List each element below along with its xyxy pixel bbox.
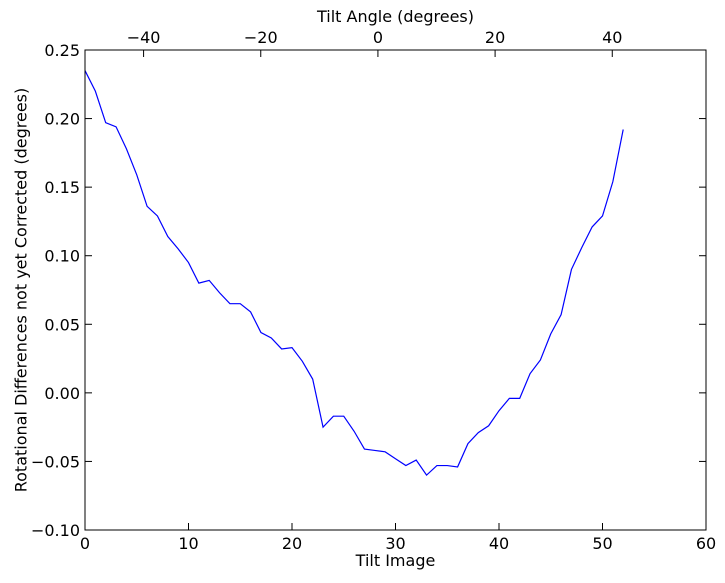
data-series-line [84,70,624,477]
y-tick-label: 0.15 [44,178,80,197]
top-x-axis-label: Tilt Angle (degrees) [316,7,474,26]
x-tick-label: 0 [80,534,90,553]
top-x-tick-label: −40 [127,28,161,47]
bottom-x-axis-ticks: 0 10 20 30 40 50 60 [80,523,716,553]
y-tick-label: 0.05 [44,315,80,334]
data-series [84,70,624,477]
x-tick-label: 30 [385,534,405,553]
y-tick-label: 0.20 [44,110,80,129]
x-tick-label: 60 [696,534,716,553]
y-axis-ticks: −0.10 −0.05 0.00 0.05 0.10 0.15 0.20 0.25 [31,41,706,540]
y-tick-label: −0.10 [31,521,80,540]
top-x-tick-label: 0 [373,28,383,47]
x-tick-label: 10 [178,534,198,553]
top-x-tick-label: 40 [602,28,622,47]
top-x-axis-ticks: −40 −20 0 20 40 [127,28,622,57]
x-tick-label: 40 [489,534,509,553]
y-axis-label: Rotational Differences not yet Corrected… [12,88,31,493]
top-x-tick-label: 20 [485,28,505,47]
top-x-tick-label: −20 [244,28,278,47]
x-tick-label: 50 [592,534,612,553]
y-tick-label: 0.00 [44,384,80,403]
x-axis-label: Tilt Image [355,551,436,570]
y-tick-label: 0.25 [44,41,80,60]
y-tick-label: 0.10 [44,247,80,266]
y-tick-label: −0.05 [31,452,80,471]
plot-area-frame [84,49,707,531]
x-tick-label: 20 [282,534,302,553]
